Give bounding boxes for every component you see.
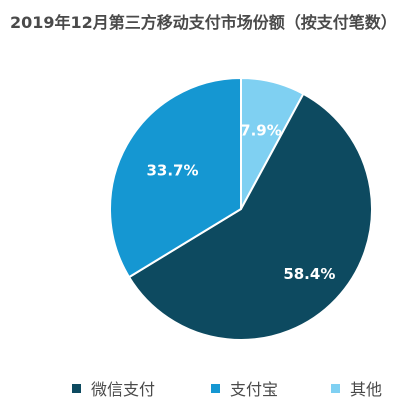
pie-chart: 7.9% 58.4% 33.7%: [109, 77, 373, 341]
legend: 微信支付 支付宝 其他: [0, 376, 411, 400]
pie-labels: 7.9% 58.4% 33.7%: [146, 121, 335, 283]
legend-label-alipay: 支付宝: [230, 380, 279, 399]
legend-item-wechat: 微信支付: [72, 376, 155, 400]
legend-item-other: 其他: [331, 376, 382, 400]
pie-slices: [109, 77, 373, 341]
slice-alipay: [109, 77, 242, 279]
label-other: 7.9%: [240, 121, 282, 139]
label-wechat: 58.4%: [283, 265, 335, 283]
legend-swatch-other: [331, 383, 340, 393]
slice-wechat: [128, 92, 373, 341]
legend-label-wechat: 微信支付: [91, 380, 156, 399]
legend-swatch-alipay: [211, 383, 220, 393]
label-alipay: 33.7%: [146, 161, 198, 179]
chart-title: 2019年12月第三方移动支付市场份额（按支付笔数）: [10, 13, 397, 32]
legend-item-alipay: 支付宝: [211, 376, 278, 400]
legend-label-other: 其他: [350, 380, 383, 399]
legend-swatch-wechat: [72, 383, 81, 393]
